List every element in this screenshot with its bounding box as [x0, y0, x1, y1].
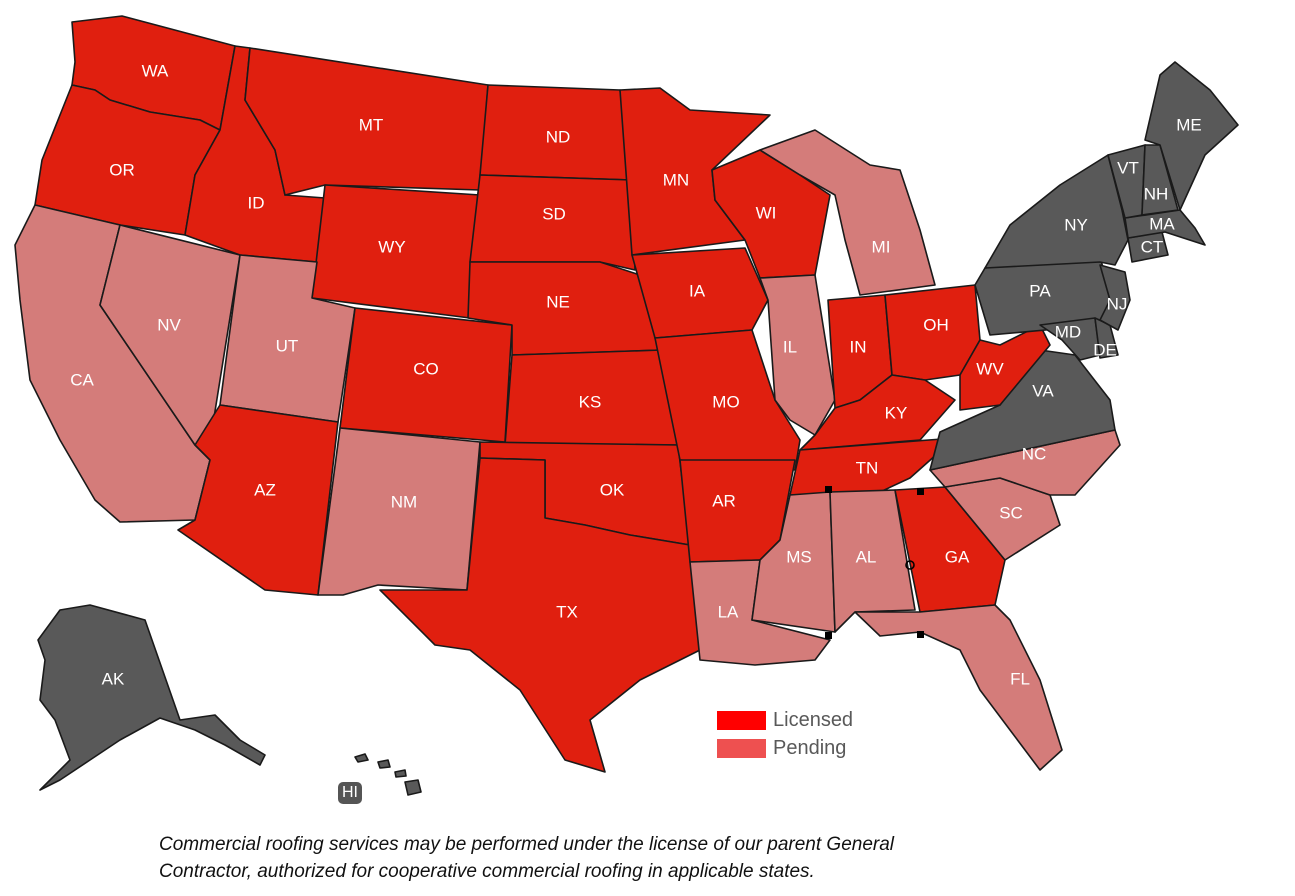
state-ak[interactable] — [37, 604, 266, 791]
state-ga[interactable] — [894, 486, 1006, 613]
state-label-ky: KY — [885, 403, 908, 422]
state-label-tn: TN — [856, 458, 879, 477]
state-nc[interactable] — [929, 429, 1121, 496]
state-label-wa: WA — [142, 61, 169, 80]
state-label-nh: NH — [1144, 184, 1169, 203]
state-label-co: CO — [413, 359, 439, 378]
state-label-ms: MS — [786, 547, 812, 566]
state-nm[interactable] — [317, 427, 481, 596]
state-label-fl: FL — [1010, 669, 1030, 688]
state-label-il: IL — [783, 337, 797, 356]
state-label-ut: UT — [276, 336, 299, 355]
state-me[interactable] — [1144, 61, 1239, 211]
us-license-map: WA OR CA NV ID MT WY UT AZ CO NM ND SD N… — [14, 15, 1239, 796]
legend-swatch-pending — [717, 738, 766, 758]
state-label-mt: MT — [359, 115, 384, 134]
state-label-ia: IA — [689, 281, 706, 300]
state-label-ak: AK — [102, 669, 125, 688]
legend: Licensed Pending — [717, 706, 853, 762]
state-label-ca: CA — [70, 370, 94, 389]
state-label-wv: WV — [976, 359, 1004, 378]
state-label-mo: MO — [712, 392, 739, 411]
state-label-ma: MA — [1149, 214, 1175, 233]
state-ia[interactable] — [631, 247, 769, 339]
state-nj[interactable] — [1099, 264, 1131, 331]
state-sd[interactable] — [469, 174, 636, 271]
state-label-mn: MN — [663, 170, 689, 189]
state-label-pa: PA — [1029, 281, 1051, 300]
state-label-la: LA — [718, 602, 739, 621]
legend-item-pending: Pending — [717, 734, 853, 762]
marker-tn-west — [825, 486, 832, 493]
license-note-line-1: Commercial roofing services may be perfo… — [159, 834, 895, 855]
state-label-ne: NE — [546, 292, 570, 311]
state-label-nv: NV — [157, 315, 181, 334]
state-fl[interactable] — [854, 604, 1063, 771]
legend-label-licensed: Licensed — [773, 708, 854, 731]
state-label-nc: NC — [1022, 444, 1047, 463]
marker-ms-coast — [825, 632, 832, 639]
state-label-nm: NM — [391, 492, 417, 511]
legend-item-licensed: Licensed — [717, 706, 853, 734]
state-nh[interactable] — [1141, 144, 1179, 216]
state-label-de: DE — [1093, 340, 1117, 359]
state-label-nd: ND — [546, 127, 571, 146]
state-label-or: OR — [109, 160, 135, 179]
state-label-ok: OK — [600, 480, 625, 499]
marker-al-circle — [905, 560, 915, 570]
state-label-me: ME — [1176, 115, 1202, 134]
legend-label-pending: Pending — [773, 736, 847, 759]
state-label-wi: WI — [756, 203, 777, 222]
state-label-ar: AR — [712, 491, 736, 510]
state-label-id: ID — [248, 193, 265, 212]
state-label-wy: WY — [378, 237, 405, 256]
state-label-oh: OH — [923, 315, 949, 334]
state-az[interactable] — [177, 404, 339, 596]
state-label-sc: SC — [999, 503, 1023, 522]
state-label-al: AL — [856, 547, 877, 566]
license-note-line-2: Contractor, authorized for cooperative c… — [159, 861, 815, 882]
state-il[interactable] — [759, 274, 836, 436]
state-label-sd: SD — [542, 204, 566, 223]
state-label-in: IN — [850, 337, 867, 356]
state-label-ks: KS — [579, 392, 602, 411]
state-wv[interactable] — [959, 324, 1051, 411]
state-ny[interactable] — [984, 154, 1129, 269]
state-tx[interactable] — [379, 457, 701, 773]
state-label-md: MD — [1055, 322, 1081, 341]
marker-al-coast — [917, 631, 924, 638]
state-al[interactable] — [829, 489, 916, 633]
state-label-va: VA — [1032, 381, 1054, 400]
state-label-nj: NJ — [1107, 294, 1128, 313]
license-note: Commercial roofing services may be perfo… — [159, 831, 1159, 885]
state-tn[interactable] — [789, 437, 956, 496]
state-label-hi: HI — [338, 782, 362, 804]
state-label-tx: TX — [556, 602, 578, 621]
marker-tn-east — [917, 488, 924, 495]
state-mi[interactable] — [759, 129, 936, 296]
state-label-ny: NY — [1064, 215, 1088, 234]
state-md[interactable] — [1039, 317, 1101, 361]
state-label-az: AZ — [254, 480, 276, 499]
legend-swatch-licensed — [717, 710, 766, 730]
state-label-ct: CT — [1141, 237, 1164, 256]
state-label-vt: VT — [1117, 158, 1139, 177]
state-label-mi: MI — [872, 237, 891, 256]
state-hi[interactable] — [354, 753, 422, 796]
state-label-ga: GA — [945, 547, 970, 566]
